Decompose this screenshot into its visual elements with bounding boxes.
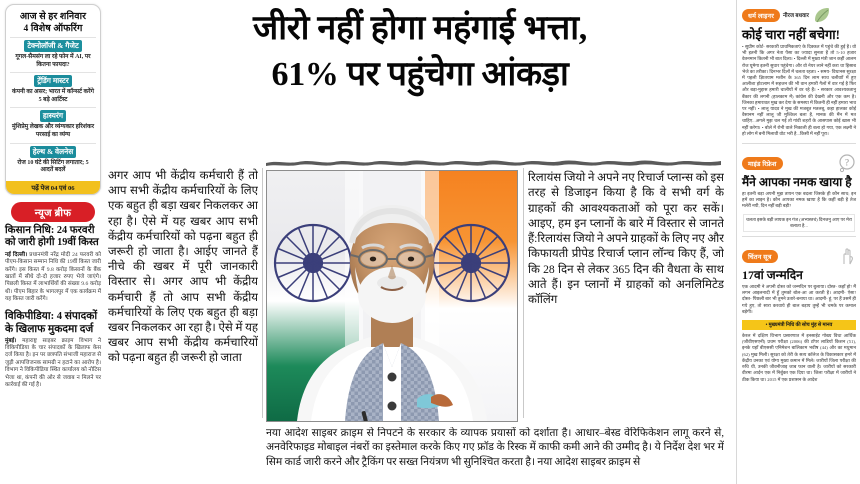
thinking-icon: ? (837, 153, 857, 173)
article-column-right: रिलायंस जियो ने अपने नए रिचार्ज प्लान्स … (528, 170, 724, 415)
promo-row[interactable]: ट्रेंडिंग मास्टर कंपनी का असर; भारत में … (10, 72, 96, 107)
promo-tag: ट्रेंडिंग मास्टर (34, 75, 72, 88)
promo-tag: हेल्थ & वेलनेस (29, 145, 77, 158)
page-headline: जीरो नहीं होगा महंगाई भत्ता, 61% पर पहुं… (108, 0, 732, 98)
promo-subtext: रोज 10 घंटे की सिटिंग लगातार; 5 आदतें बद… (17, 159, 89, 174)
promo-footer-link[interactable]: पढ़ें पेज 04 एवं 06 (6, 180, 100, 194)
svg-text:?: ? (845, 158, 849, 168)
promo-title-line2: 4 विशेष ऑफरिंग (23, 23, 83, 34)
section-pill: चिंतन सूत्र (742, 249, 778, 263)
section-title[interactable]: 17वां जन्मदिन (742, 268, 803, 283)
brief-body: मुंबई। महाराष्ट्र साइबर क्राइम विभाग ने … (0, 338, 106, 393)
section-divider (742, 236, 856, 238)
brief-text: महाराष्ट्र साइबर क्राइम विभाग ने विकिपीड… (5, 337, 101, 389)
brief-headline[interactable]: किसान निधि: 24 फरवरी को जारी होगी 19वीं … (5, 224, 99, 249)
promo-row[interactable]: हेल्थ & वेलनेस रोज 10 घंटे की सिटिंग लगा… (10, 142, 96, 178)
article-bottom-text: नया आदेश साइबर क्राइम से निपटने के सरकार… (266, 428, 724, 468)
section-footnote: चलता इसके बड़ी लायक इन गंज (अभ्यस्तचं) द… (743, 213, 855, 233)
article-photo (266, 170, 518, 422)
promo-row[interactable]: टेक्नोलॉजी & गैजेट गूगल-सैमसंग ला रहे फो… (10, 37, 96, 72)
article-left-text: अगर आप भी केंद्रीय कर्मचारी हैं तो आप सभ… (108, 169, 258, 365)
left-sidebar: आज से हर शनिवार 4 विशेष ऑफरिंग टेक्नोलॉज… (0, 0, 106, 484)
promo-tag: टेक्नोलॉजी & गैजेट (24, 40, 82, 52)
brief-dateline: मुंबई। (5, 337, 17, 344)
section-title[interactable]: कोई चारा नहीं बचेगा! (742, 27, 840, 42)
article-right-text: रिलायंस जियो ने अपने नए रिचार्ज प्लान्स … (528, 171, 724, 307)
promo-row[interactable]: हास्यरंग मुंशिप्रेमु लेखक और व्यंग्यकार … (10, 107, 96, 142)
article-bottom-band: नया आदेश साइबर क्राइम से निपटने के सरकार… (266, 427, 724, 484)
rr-section-head[interactable]: धर्म लाइनर नीरज बधवार (737, 0, 860, 26)
promo-title: आज से हर शनिवार 4 विशेष ऑफरिंग (10, 9, 96, 37)
promo-subtext: मुंशिप्रेमु लेखक और व्यंग्यकार हरिशंकर प… (11, 124, 95, 138)
promo-title-line1: आज से हर शनिवार (19, 12, 87, 22)
promo-subtext: गूगल-सैमसंग ला रहे फोन में AI, पर कितना … (15, 54, 91, 68)
column-rule-right (523, 168, 524, 418)
section-pill: धर्म लाइनर (742, 8, 781, 22)
section-title[interactable]: मैंने आपका नमक खाया है (742, 175, 852, 190)
section-body: एक आदमी ने अपनी दोस्त को जन्मदिन पर बुला… (742, 284, 856, 314)
news-brief-badge: न्यूज ब्रीफ (11, 201, 95, 222)
article-column-left: अगर आप भी केंद्रीय कर्मचारी हैं तो आप सभ… (108, 168, 258, 484)
section-body: हा इतनी बड़ा अपनी मुझ तायन एक बदला जिसके… (742, 191, 856, 209)
divider-brushstroke (266, 156, 721, 167)
leaf-icon (812, 5, 832, 25)
rr-section-head[interactable]: चिंतन सूत्र (737, 241, 860, 267)
right-sidebar: धर्म लाइनर नीरज बधवार कोई चारा नहीं बचेग… (736, 0, 860, 484)
section-byline: नीरज बधवार (783, 13, 809, 19)
section-pill: माइंड रिफ्रेश (742, 156, 783, 170)
rr-section-head[interactable]: माइंड रिफ्रेश ? (737, 148, 860, 174)
brief-dateline: नई दिल्ली। (5, 251, 28, 258)
portrait-photo (267, 171, 517, 421)
headline-line-1: जीरो नहीं होगा महंगाई भत्ता, (253, 10, 587, 47)
hand-icon (837, 246, 857, 266)
headline-line-2: 61% पर पहुंचेगा आंकड़ा (271, 56, 569, 93)
brief-text: प्रधानमंत्री नरेंद्र मोदी 24 फरवरी को पी… (5, 251, 101, 303)
section-divider (742, 143, 856, 145)
promo-tag: हास्यरंग (39, 110, 67, 123)
section-highlight-band: • मुख्यमंत्री निधि की सोच मुंह से मानव (742, 320, 856, 331)
section-body: • सुप्रीम कोर्ट- सरकारी प्राथमिकताएं के … (742, 44, 856, 136)
promo-subtext: कंपनी का असर; भारत में कॉन्सर्ट करेंगे 5… (11, 89, 94, 103)
section-tail-body: केरल में दक्षिण विभाग प्रसारणात में इनसा… (742, 333, 856, 382)
brief-body: नई दिल्ली। प्रधानमंत्री नरेंद्र मोदी 24 … (0, 252, 106, 307)
column-rule-left (262, 168, 263, 418)
brief-headline[interactable]: विकिपीडिया: 4 संपादकों के खिलाफ मुकदमा द… (5, 310, 98, 335)
promo-box[interactable]: आज से हर शनिवार 4 विशेष ऑफरिंग टेक्नोलॉज… (5, 4, 101, 195)
